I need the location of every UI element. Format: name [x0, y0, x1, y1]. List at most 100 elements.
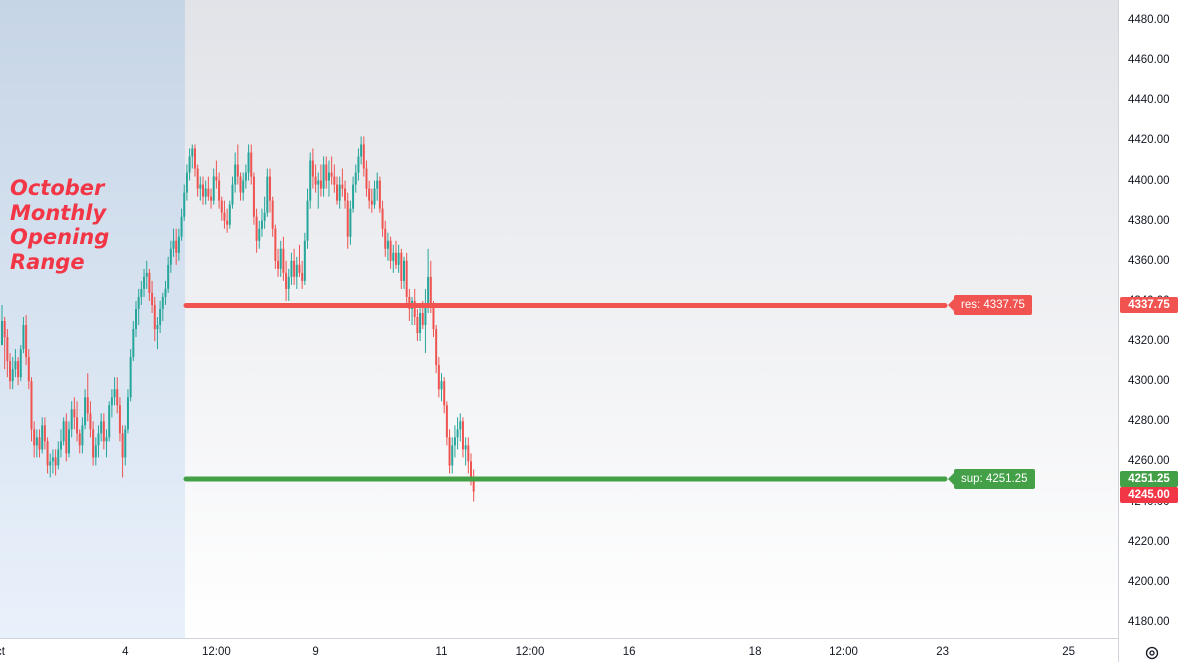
- resistance-label-text: res: 4337.75: [961, 299, 1025, 312]
- time-tick-label: Oct: [0, 646, 5, 658]
- candle-body: [271, 200, 274, 229]
- candle-body: [17, 361, 20, 378]
- candle-body: [177, 236, 180, 253]
- price-tick-label: 4220.00: [1128, 535, 1170, 548]
- candle-body: [440, 381, 443, 390]
- candle-body: [437, 365, 440, 390]
- candle-body: [341, 184, 344, 189]
- candle-body: [167, 264, 170, 289]
- support-label-text: sup: 4251.25: [961, 473, 1028, 485]
- candle-body: [470, 461, 472, 478]
- candle-body: [298, 264, 301, 273]
- candle-body: [118, 405, 121, 434]
- candle-body: [242, 180, 245, 193]
- candle-body: [180, 216, 183, 237]
- candle-body: [260, 220, 263, 229]
- candle-body: [175, 240, 178, 253]
- candle-body: [386, 240, 389, 249]
- candle-body: [443, 381, 446, 406]
- candle-body: [11, 369, 14, 382]
- candle-body: [143, 276, 146, 289]
- candle-body: [319, 180, 322, 189]
- candle-body: [25, 325, 28, 358]
- candle-body: [352, 184, 355, 209]
- candle-body: [110, 397, 113, 406]
- candle-body: [153, 304, 156, 330]
- candle-body: [336, 184, 338, 201]
- candle-body: [378, 180, 381, 209]
- candle-body: [461, 421, 464, 450]
- candle-body: [301, 272, 304, 281]
- time-tick-label: 23: [936, 646, 950, 658]
- candle-body: [448, 437, 451, 466]
- support-price-badge: 4251.25: [1120, 471, 1178, 487]
- candle-body: [151, 292, 154, 305]
- resistance-label[interactable]: res: 4337.75: [948, 295, 1032, 316]
- candle-body: [258, 228, 261, 241]
- candle-body: [188, 156, 191, 173]
- candle-body: [159, 308, 162, 326]
- candle-body: [231, 184, 234, 205]
- time-tick-label: 12:00: [829, 646, 858, 658]
- candle-body: [73, 409, 76, 418]
- candle-body: [234, 164, 237, 185]
- settings-gear-icon[interactable]: [1144, 645, 1160, 661]
- candle-body: [135, 308, 137, 330]
- candle-body: [33, 429, 36, 446]
- candle-body: [314, 176, 317, 185]
- candle-body: [309, 160, 312, 201]
- candle-body: [228, 204, 231, 225]
- candle-body: [266, 176, 269, 213]
- candle-body: [435, 329, 438, 366]
- candle-body: [92, 429, 95, 458]
- candle-body: [327, 172, 330, 181]
- candle-body: [207, 188, 210, 197]
- candle-body: [424, 304, 427, 326]
- candle-body: [183, 192, 186, 217]
- candle-body: [381, 208, 384, 229]
- candle-body: [140, 288, 143, 297]
- support-label[interactable]: sup: 4251.25: [948, 469, 1035, 489]
- price-tick-label: 4200.00: [1128, 575, 1170, 588]
- candle-body: [191, 148, 194, 157]
- plot-area[interactable]: [0, 0, 1118, 638]
- candle-body: [49, 461, 52, 466]
- candle-body: [397, 252, 400, 265]
- time-tick-label: 4: [122, 646, 129, 658]
- candle-body: [113, 389, 116, 398]
- candle-body: [161, 296, 164, 309]
- candle-body: [330, 172, 333, 177]
- candle-body: [405, 260, 408, 297]
- candle-body: [3, 321, 6, 338]
- candle-body: [263, 212, 266, 221]
- candle-body: [392, 252, 395, 261]
- candle-body: [193, 148, 196, 169]
- price-tick-label: 4360.00: [1128, 254, 1170, 267]
- candle-body: [269, 176, 271, 201]
- candle-body: [344, 188, 347, 201]
- price-tick-label: 4280.00: [1128, 415, 1170, 428]
- candle-body: [164, 288, 167, 297]
- price-tick-label: 4320.00: [1128, 335, 1170, 348]
- candle-body: [421, 312, 424, 326]
- candle-body: [223, 212, 226, 221]
- candle-body: [427, 276, 430, 305]
- candle-body: [432, 304, 435, 330]
- candle-body: [360, 144, 363, 157]
- price-tick-label: 4380.00: [1128, 214, 1170, 227]
- candle-body: [202, 184, 204, 197]
- candle-body: [338, 184, 341, 201]
- time-axis[interactable]: [0, 638, 1118, 662]
- time-tick-label: 16: [622, 646, 636, 658]
- candle-body: [226, 220, 229, 225]
- candle-body: [394, 252, 397, 265]
- candle-body: [145, 272, 148, 277]
- candle-body: [368, 188, 371, 201]
- price-axis[interactable]: [1118, 0, 1184, 662]
- candle-body: [212, 176, 215, 201]
- candle-body: [370, 200, 373, 205]
- candle-body: [445, 405, 448, 438]
- candle-body: [322, 164, 325, 189]
- candle-body: [416, 316, 419, 334]
- chart-annotation: October Monthly Opening Range: [10, 176, 110, 274]
